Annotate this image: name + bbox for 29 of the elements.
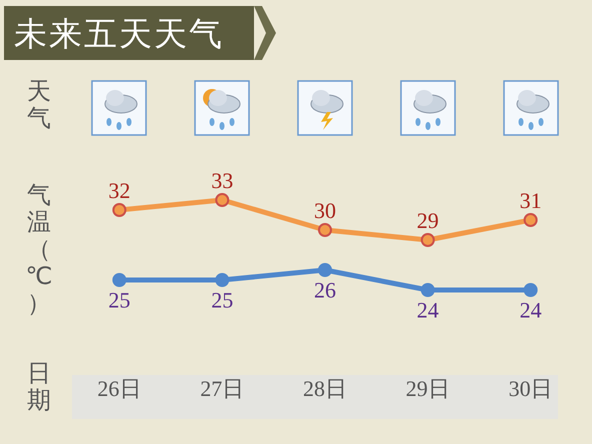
x-tick-label: 29日 [406,376,450,401]
text: 天气 [26,77,52,132]
x-tick-label: 27日 [200,376,244,401]
x-tick-label: 26日 [97,376,142,401]
chart-title: 未来五天天气 [14,13,224,55]
point [420,233,435,247]
data-label: 29 [416,208,439,233]
x-tick-label: 30日 [508,376,553,401]
point [215,193,230,207]
data-label: 33 [211,168,234,193]
point [112,273,126,287]
data-label: 32 [108,178,130,203]
point [318,223,332,237]
y-axis-title: 气温（℃） [24,181,54,317]
point [112,203,126,217]
x-axis-title: 日期 [26,359,52,414]
data-label: 31 [520,188,542,213]
point [420,283,435,297]
point [215,273,230,287]
data-label: 26 [314,278,336,303]
x-tick-label: 28日 [303,376,347,401]
data-label: 24 [520,298,542,323]
point [318,263,332,277]
point [524,283,538,297]
data-label: 30 [314,198,336,223]
point [524,213,538,227]
data-label: 24 [416,298,439,323]
data-label: 25 [211,288,234,313]
data-label: 25 [108,288,130,313]
